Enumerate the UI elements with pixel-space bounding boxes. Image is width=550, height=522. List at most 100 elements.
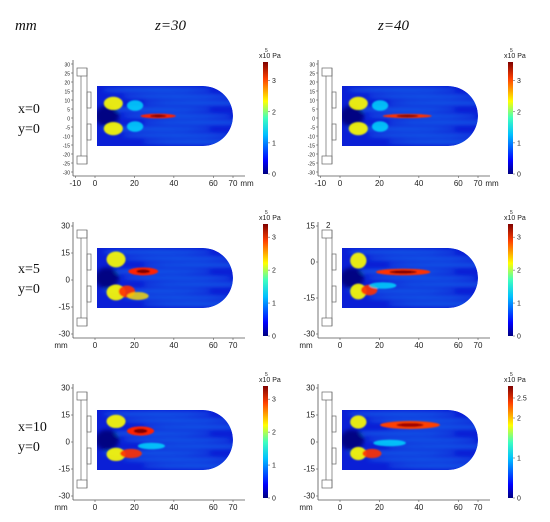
row-x-label: x=5 [18, 262, 40, 277]
y-tick-label: 15 [309, 90, 315, 96]
y-tick-label: -15 [63, 144, 70, 150]
x-tick-label: 60 [454, 179, 463, 188]
field-streak [122, 275, 232, 281]
y-tick-label: -25 [63, 162, 70, 168]
field-hotspot [106, 414, 126, 428]
field-streak [367, 256, 477, 261]
x-tick-label: 20 [130, 341, 139, 350]
colorbar-tick-label: 0 [272, 496, 276, 503]
panel-svg: 30 15 0 -15 -30 0 20 40 60 70 mm x10 Pa5 3 2 1 0 [54, 210, 281, 350]
colorbar-tick-label: 2 [517, 416, 521, 423]
y-tick-label: -15 [308, 144, 315, 150]
colorbar [508, 386, 513, 498]
unit-header: mm [15, 18, 37, 34]
colorbar-tick-label: 1 [272, 301, 276, 308]
x-tick-label: 20 [375, 341, 384, 350]
field-panel-x5-z40: 15 0 -15 -30 0 20 40 60 70 mm 2 x10 Pa 5 3 2 1 0 [299, 210, 540, 360]
row-label-1: x=0 y=0 [18, 100, 40, 140]
colorbar-tick-label: 2 [517, 268, 521, 275]
y-tick-label: -5 [66, 126, 71, 132]
pressure-field [342, 86, 478, 146]
field-hotspot [120, 448, 142, 459]
y-tick-label: 15 [306, 222, 315, 231]
row-x-label: x=0 [18, 102, 40, 117]
x-tick-label: 60 [209, 341, 218, 350]
panel-svg: 15 0 -15 -30 0 20 40 60 70 mm 2 x10 Pa5 3 2 1 0 [299, 210, 526, 350]
y-tick-label: 10 [309, 99, 315, 105]
colorbar-tick-label: 0 [272, 334, 276, 341]
x-tick-label: -10 [70, 179, 82, 188]
y-tick-label: 30 [61, 222, 70, 231]
field-hotspot [133, 428, 148, 434]
field-streak [142, 301, 233, 307]
y-tick-label: 25 [64, 72, 70, 78]
colorbar-tick-label: 1 [517, 301, 521, 308]
x-tick-label: 20 [375, 503, 384, 512]
colorbar [508, 224, 513, 336]
colorbar-tick-label: 1 [517, 456, 521, 463]
field-streak [102, 87, 212, 93]
field-hotspot [350, 415, 367, 429]
y-tick-label: 30 [306, 384, 315, 393]
field-streak [387, 282, 478, 287]
field-hotspots [103, 96, 176, 136]
y-tick-label: 15 [64, 90, 70, 96]
y-tick-label: 30 [64, 63, 70, 69]
x-tick-label: 40 [169, 341, 178, 350]
field-hotspot [350, 446, 367, 461]
colorbar-exponent: 5 [510, 372, 513, 378]
field-hotspot [373, 439, 406, 447]
field-streak [367, 133, 477, 138]
field-streak [142, 424, 233, 430]
field-streak [102, 249, 212, 255]
field-streak [122, 133, 232, 138]
colorbar-tick-label: 2 [272, 268, 276, 275]
y-tick-label: -5 [311, 126, 316, 132]
field-streak [102, 411, 212, 417]
y-tick-label: 15 [61, 249, 70, 258]
colorbar-tick-label: 0 [272, 172, 276, 179]
field-dark-core [342, 105, 364, 127]
x-unit-label: mm [54, 341, 68, 350]
x-tick-label: 40 [414, 503, 423, 512]
field-hotspot [371, 100, 389, 111]
column-header-z30: z=30 [155, 18, 186, 34]
field-streak [347, 411, 457, 417]
x-tick-label: 0 [338, 341, 343, 350]
row-y-label: y=0 [18, 440, 40, 455]
field-hotspot [103, 96, 123, 110]
x-tick-label: 60 [454, 341, 463, 350]
colorbar-exponent: 5 [265, 210, 268, 216]
field-streak [347, 249, 457, 255]
field-hotspot [126, 100, 144, 111]
pressure-field [97, 410, 233, 470]
field-hotspot [136, 269, 151, 274]
y-tick-label: -30 [308, 171, 315, 177]
field-dark-core [97, 429, 119, 451]
colorbar-unit: x10 Pa [504, 53, 526, 60]
row-x-label: x=10 [18, 420, 47, 435]
x-tick-label: 0 [338, 179, 343, 188]
y-tick-label: -15 [58, 465, 70, 474]
field-hotspot [103, 122, 123, 136]
colorbar-tick-label: 3 [517, 78, 521, 85]
field-streak [122, 437, 232, 443]
colorbar-tick-label: 0 [517, 496, 521, 503]
y-tick-label: 0 [67, 117, 70, 123]
y-tick-label: -10 [308, 135, 315, 141]
top-axis-label: 2 [326, 221, 331, 230]
transducer-outline [321, 229, 337, 327]
colorbar-tick-label: 1 [517, 140, 521, 147]
field-hotspot [362, 448, 382, 459]
field-streak [387, 444, 478, 449]
field-streak [122, 418, 232, 423]
x-tick-label: 20 [130, 179, 139, 188]
y-tick-label: 15 [306, 411, 315, 420]
x-tick-label: 60 [454, 503, 463, 512]
colorbar-tick-label: 0 [517, 172, 521, 179]
field-streak [347, 87, 457, 93]
y-tick-label: -20 [308, 153, 315, 159]
x-unit-label: mm [299, 341, 313, 350]
field-panel-x10-z30: 30 15 0 -15 -30 0 20 40 60 70 mm x10 Pa 5 3 2 1 0 [54, 372, 295, 522]
